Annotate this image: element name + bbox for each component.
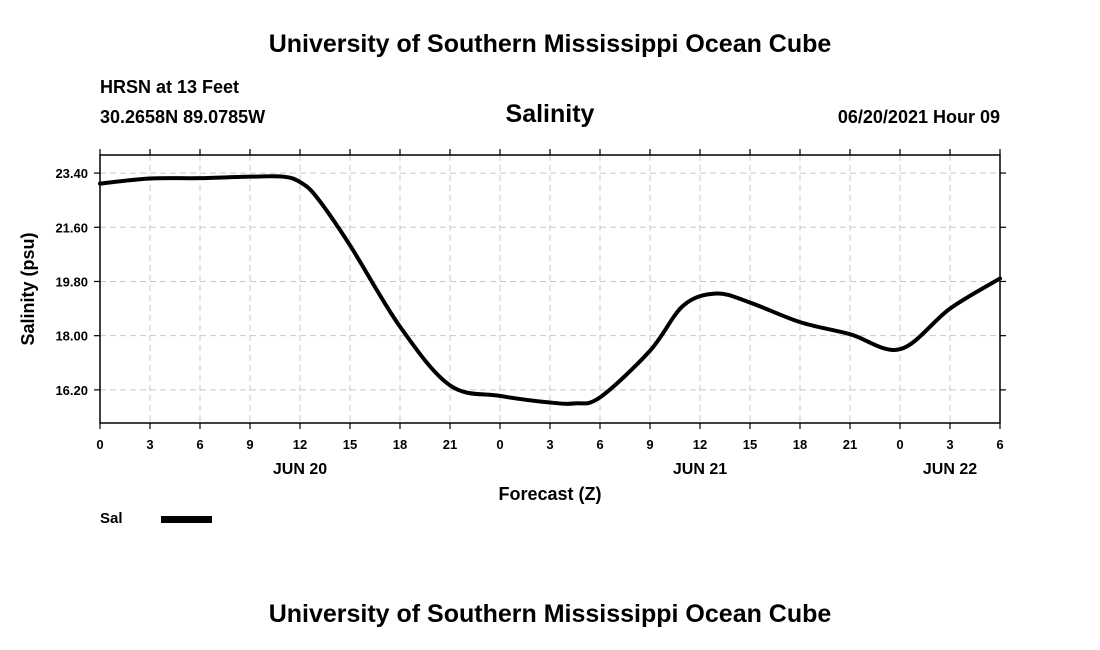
page-title-bottom: University of Southern Mississippi Ocean… [268,600,832,628]
station-label: HRSN at 13 Feet [100,77,240,97]
x-tick-label: 18 [393,437,407,452]
plot-frame [99,154,1001,424]
coordinates-label: 30.2658N 89.0785W [100,107,266,127]
x-tick-label: 0 [496,437,503,452]
date-label: JUN 21 [673,461,727,478]
y-axis-title: Salinity (psu) [18,232,38,345]
x-tick-label: 12 [293,437,307,452]
x-tick-label: 6 [596,437,603,452]
date-label: JUN 20 [273,461,327,478]
x-tick-label: 9 [646,437,653,452]
y-tick-label: 23.40 [55,166,88,181]
x-tick-label: 21 [443,437,457,452]
x-tick-label: 6 [196,437,203,452]
x-tick-label: 18 [793,437,807,452]
y-tick-label: 21.60 [55,220,88,235]
date-label: JUN 22 [923,461,977,478]
chart-title: Salinity [505,100,595,128]
legend-label: Sal [100,510,123,527]
x-tick-label: 6 [996,437,1003,452]
y-tick-label: 16.20 [55,383,88,398]
x-tick-label: 3 [946,437,953,452]
y-tick-label: 18.00 [55,329,88,344]
x-tick-label: 12 [693,437,707,452]
x-tick-label: 3 [146,437,153,452]
x-tick-label: 9 [246,437,253,452]
series-line-sal [98,174,1002,406]
page-title-top: University of Southern Mississippi Ocean… [268,30,832,58]
y-tick-label: 19.80 [55,274,88,289]
x-axis-title: Forecast (Z) [498,484,601,504]
x-tick-label: 0 [896,437,903,452]
x-tick-label: 15 [343,437,357,452]
x-tick-label: 21 [843,437,857,452]
run-date-label: 06/20/2021 Hour 09 [837,107,1000,127]
x-tick-label: 3 [546,437,553,452]
x-tick-label: 0 [96,437,103,452]
legend-swatch [161,516,212,523]
x-tick-label: 15 [743,437,757,452]
